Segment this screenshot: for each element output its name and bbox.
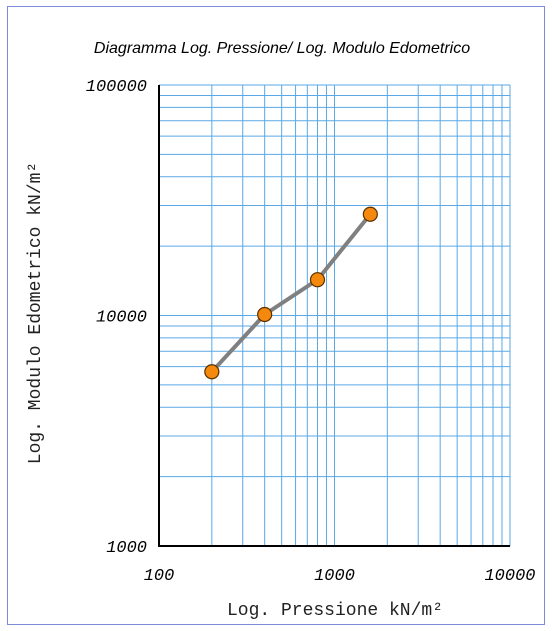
y-axis-label: Log. Modulo Edometrico kN/m²	[26, 162, 46, 464]
series-line	[209, 212, 373, 374]
tick-labels: 100 1000 10000 100000 10000 1000	[86, 78, 536, 586]
data-point	[309, 272, 326, 288]
chart-title: Diagramma Log. Pressione/ Log. Modulo Ed…	[94, 40, 470, 57]
y-tick-label: 10000	[96, 309, 147, 328]
data-point	[204, 364, 220, 380]
series	[204, 206, 378, 380]
y-tick-label: 100000	[86, 78, 147, 97]
x-axis-label: Log. Pressione kN/m²	[227, 601, 443, 621]
x-tick-label: 100	[144, 567, 175, 586]
x-tick-label: 1000	[314, 567, 355, 586]
data-point	[257, 306, 273, 323]
y-tick-label: 1000	[106, 539, 147, 558]
data-point	[362, 206, 378, 222]
x-tick-label: 10000	[484, 567, 535, 586]
grid	[158, 84, 511, 547]
axes	[158, 85, 510, 547]
